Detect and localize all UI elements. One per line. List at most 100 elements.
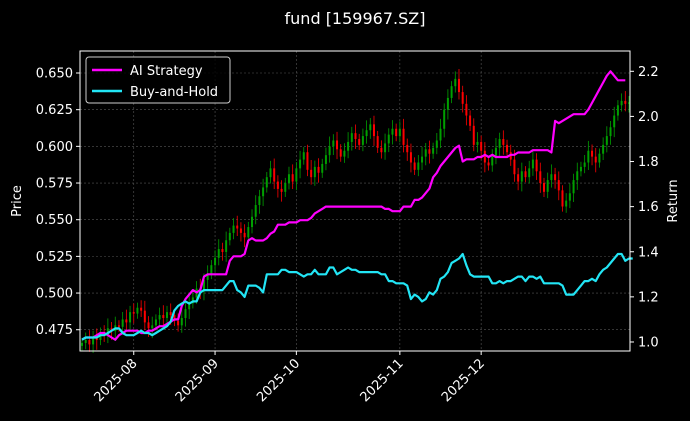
y-axis-left: 0.475 0.500 0.525 0.550 0.575 0.600 0.625 0.650 (36, 67, 80, 338)
candle-body (576, 171, 579, 181)
candle-body (206, 273, 209, 280)
candle-body (542, 183, 545, 192)
y-axis-right-label: Return (666, 179, 681, 222)
candle-body (583, 162, 586, 167)
y-left-tick-label: 0.600 (36, 140, 73, 155)
candle-body (609, 127, 612, 137)
buy-and-hold-line (81, 252, 633, 341)
y-left-tick-label: 0.475 (36, 323, 73, 338)
candle-body (432, 147, 435, 154)
legend-label-ai-strategy: AI Strategy (130, 64, 203, 79)
candle-body (365, 130, 368, 137)
candle-body (299, 159, 302, 169)
candle-body (498, 139, 501, 148)
y-left-tick-label: 0.525 (36, 250, 73, 265)
candle-body (406, 144, 409, 153)
candle-body (232, 225, 235, 233)
candle-body (413, 162, 416, 170)
candle-body (465, 103, 468, 116)
candle-body (561, 190, 564, 207)
y-left-tick-label: 0.575 (36, 177, 73, 192)
candle-body (177, 320, 180, 326)
candle-body (539, 171, 542, 184)
candle-body (140, 307, 143, 311)
candle-body (376, 136, 379, 148)
y-axis-right: 1.0 1.2 1.4 1.6 1.8 2.0 2.2 (630, 65, 659, 350)
candle-body (162, 315, 165, 318)
candle-body (247, 227, 250, 238)
y-right-tick-label: 2.2 (638, 65, 659, 80)
candle-body (613, 115, 616, 128)
candle-body (472, 125, 475, 145)
candle-body (550, 174, 553, 181)
candle-body (287, 174, 290, 184)
candle-body (358, 139, 361, 145)
candle-body (321, 163, 324, 173)
candle-body (554, 174, 557, 181)
candle-body (402, 128, 405, 145)
candle-body (395, 128, 398, 137)
candle-body (273, 168, 276, 182)
candle-body (265, 177, 268, 188)
candle-body (372, 124, 375, 137)
candle-body (280, 188, 283, 192)
candle-body (210, 265, 213, 274)
candle-body (513, 159, 516, 175)
candle-body (421, 156, 424, 163)
candle-body (594, 156, 597, 163)
candle-body (517, 174, 520, 182)
candle-body (328, 146, 331, 156)
candle-body (616, 105, 619, 116)
candle-body (258, 196, 261, 206)
candle-body (546, 180, 549, 192)
candle-body (384, 143, 387, 153)
candle-body (587, 150, 590, 163)
legend: AI Strategy Buy-and-Hold (85, 56, 231, 104)
candle-body (291, 174, 294, 182)
candle-body (132, 312, 135, 314)
candle-body (302, 152, 305, 160)
candle-body (239, 228, 242, 233)
candle-body (129, 312, 132, 323)
candle-body (624, 100, 627, 104)
candle-body (476, 141, 479, 145)
candle-body (225, 240, 228, 252)
candle-body (269, 168, 272, 178)
candle-body (387, 134, 390, 144)
candle-body (143, 310, 146, 323)
candle-body (491, 156, 494, 166)
candle-body (598, 153, 601, 163)
candle-body (284, 183, 287, 192)
candle-body (524, 171, 527, 178)
candle-body (117, 325, 120, 327)
candle-body (295, 168, 298, 182)
candle-body (81, 342, 83, 346)
candle-body (398, 128, 401, 137)
candle-body (339, 149, 342, 157)
candle-body (158, 315, 161, 320)
candle-body (506, 144, 509, 153)
return-lines (81, 70, 633, 341)
candle-body (228, 232, 231, 241)
candle-body (557, 180, 560, 191)
candle-body (483, 150, 486, 163)
candle-body (217, 249, 220, 258)
y-right-tick-label: 1.0 (638, 335, 659, 350)
candle-body (391, 128, 394, 135)
candle-body (528, 168, 531, 178)
candle-body (236, 225, 239, 229)
candle-body (166, 312, 169, 318)
chart-title: fund [159967.SZ] (285, 9, 426, 28)
candle-body (487, 162, 490, 166)
candle-body (428, 149, 431, 154)
y-left-tick-label: 0.500 (36, 287, 73, 302)
candle-body (88, 339, 91, 345)
candlesticks (81, 69, 630, 354)
candle-body (151, 325, 154, 329)
candle-body (136, 307, 139, 314)
candle-body (502, 139, 505, 145)
candle-body (251, 216, 254, 228)
candle-body (572, 180, 575, 194)
candle-body (443, 109, 446, 129)
